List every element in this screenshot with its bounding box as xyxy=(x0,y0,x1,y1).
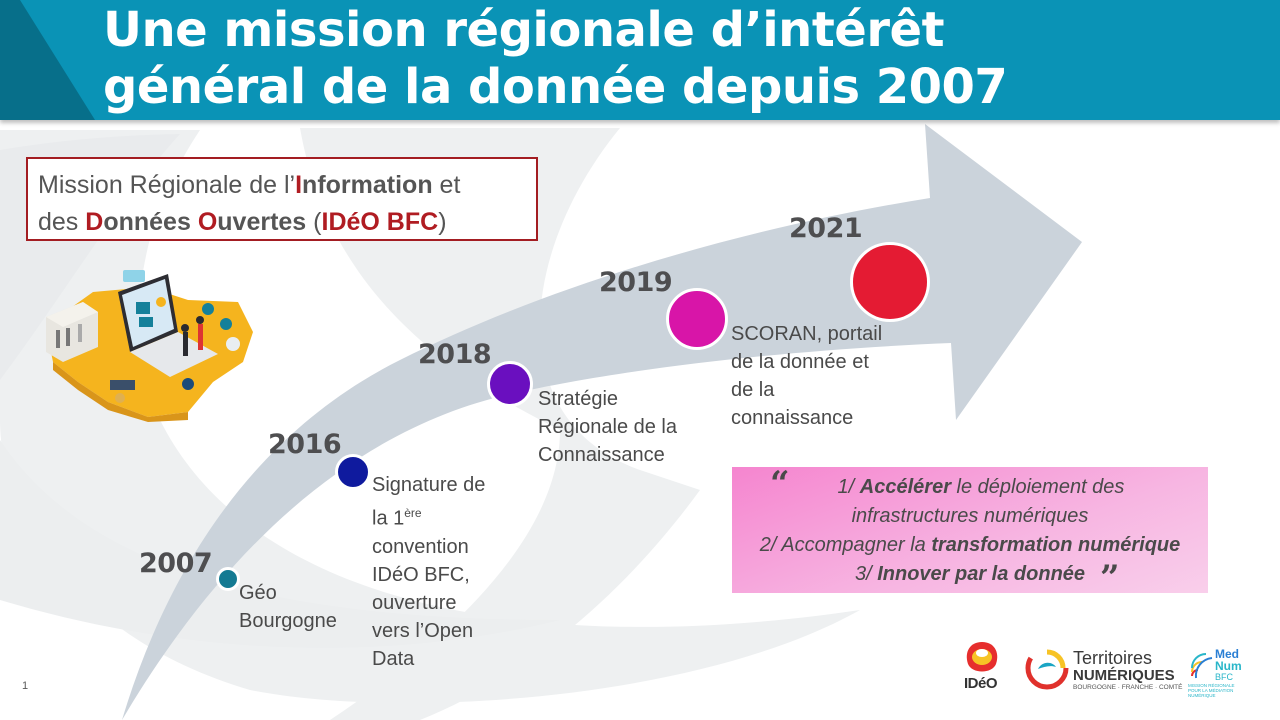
header-accent-triangle xyxy=(0,0,95,120)
desc-line: Stratégie xyxy=(538,388,619,410)
ideo-logo-icon xyxy=(966,642,998,672)
milestone-dot-2019 xyxy=(666,288,728,350)
quote-line-3: 2/ Accompagner la transformation numériq… xyxy=(732,531,1208,560)
year-2018: 2018 xyxy=(418,339,492,370)
laptop-icon xyxy=(118,274,218,377)
milestone-desc-2007: Géo Bourgogne xyxy=(239,579,337,635)
quote-text: 1/ xyxy=(837,476,860,498)
superscript: ère xyxy=(404,506,422,520)
title-line-2: général de la donnée depuis 2007 xyxy=(103,59,1008,115)
mission-text: ) xyxy=(438,208,447,236)
desc-line: de la xyxy=(731,379,775,401)
quote-text-bold: Accélérer xyxy=(859,476,951,498)
territoires-logo-line-1: Territoires xyxy=(1073,648,1153,668)
mednum-logo-line-2: Num xyxy=(1215,659,1242,673)
quote-text: le déploiement des xyxy=(950,476,1125,498)
mission-text-bold: nformation xyxy=(302,171,433,199)
mission-text-bold: uvertes xyxy=(217,208,307,236)
desc-line: Géo xyxy=(239,582,277,604)
mission-acronym: IDéO BFC xyxy=(321,208,439,236)
mission-initial-i: I xyxy=(295,171,303,199)
building-icon xyxy=(46,302,98,362)
milestone-desc-2019: SCORAN, portail de la donnée et de la co… xyxy=(731,320,882,432)
people-icon xyxy=(181,316,204,356)
timeline-arrow xyxy=(122,124,1082,720)
year-2007: 2007 xyxy=(139,548,213,579)
desc-line: la 1 xyxy=(372,507,405,530)
slide-header: Une mission régionale d’intérêt général … xyxy=(0,0,1280,120)
slide-title: Une mission régionale d’intérêt général … xyxy=(103,2,1008,116)
mission-text: et xyxy=(432,171,461,199)
milestone-desc-2016: Signature de la 1ère convention IDéO BFC… xyxy=(372,471,485,673)
quote-line-1: 1/ Accélérer le déploiement des xyxy=(732,473,1208,502)
desc-line: Bourgogne xyxy=(239,610,337,632)
mission-text: Mission Régionale de l’ xyxy=(38,171,296,199)
mission-title-box: Mission Régionale de l’Information et de… xyxy=(26,157,538,241)
desc-line: Régionale de la xyxy=(538,416,677,438)
milestone-desc-2018: Stratégie Régionale de la Connaissance xyxy=(538,385,677,469)
territoires-logo-line-2: NUMÉRIQUES xyxy=(1073,667,1175,684)
background-swoosh-ring xyxy=(300,128,700,720)
quote-text: 3/ xyxy=(854,563,878,585)
year-2019: 2019 xyxy=(599,267,673,298)
desc-line: ouverture xyxy=(372,591,457,614)
quote-text: 2/ Accompagner la xyxy=(759,534,932,556)
desc-line: connaissance xyxy=(731,407,854,429)
strategy-quote-box: “ 1/ Accélérer le déploiement des infras… xyxy=(732,464,1208,598)
milestone-dot-2007 xyxy=(216,567,240,591)
desc-line: Signature de xyxy=(372,474,486,496)
page-number: 1 xyxy=(22,680,29,692)
desc-line: Connaissance xyxy=(538,444,665,466)
mission-initial-d: D xyxy=(85,208,104,236)
year-2021: 2021 xyxy=(789,213,863,244)
desc-line: de la donnée et xyxy=(731,351,869,373)
milestone-dot-2021 xyxy=(850,242,930,322)
desc-line: SCORAN, portail xyxy=(731,323,883,345)
milestone-dot-2016 xyxy=(335,454,371,490)
quote-line-2: infrastructures numériques xyxy=(851,505,1089,527)
territoires-logo-line-3: BOURGOGNE · FRANCHE · COMTÉ xyxy=(1073,684,1183,691)
mission-text: des xyxy=(38,208,86,236)
ideo-logo-text: IDéO xyxy=(964,675,998,692)
mednum-logo-icon xyxy=(1191,653,1213,679)
mission-initial-o: O xyxy=(197,208,218,236)
mission-text: ( xyxy=(306,208,322,236)
mednum-logo-line-1: Med xyxy=(1215,647,1239,661)
mednum-logo-line-3: BFC xyxy=(1215,672,1233,682)
title-line-1: Une mission régionale d’intérêt xyxy=(103,2,945,58)
desc-line: IDéO BFC, xyxy=(372,563,470,586)
milestone-dot-2018 xyxy=(487,361,533,407)
mission-text-bold: onnées xyxy=(103,208,198,236)
territoires-numeriques-logo-icon xyxy=(1025,646,1069,690)
desc-line: Data xyxy=(372,647,415,670)
quote-text-bold: Innover par la donnée xyxy=(877,563,1086,585)
close-quote-icon: ” xyxy=(1100,558,1120,598)
open-quote-icon: “ xyxy=(770,464,790,504)
region-data-illustration xyxy=(46,270,253,422)
background-swoosh-bottom xyxy=(0,440,560,648)
quote-text-bold: transformation numérique xyxy=(931,534,1181,556)
quote-line-4: 3/ Innover par la donnée xyxy=(732,560,1208,589)
desc-line: vers l’Open xyxy=(372,619,474,642)
mednum-logo-line-4: MISSION RÉGIONALE POUR LA MÉDIATION NUMÉ… xyxy=(1188,683,1235,698)
desc-line: convention xyxy=(372,535,469,558)
year-2016: 2016 xyxy=(268,429,342,460)
